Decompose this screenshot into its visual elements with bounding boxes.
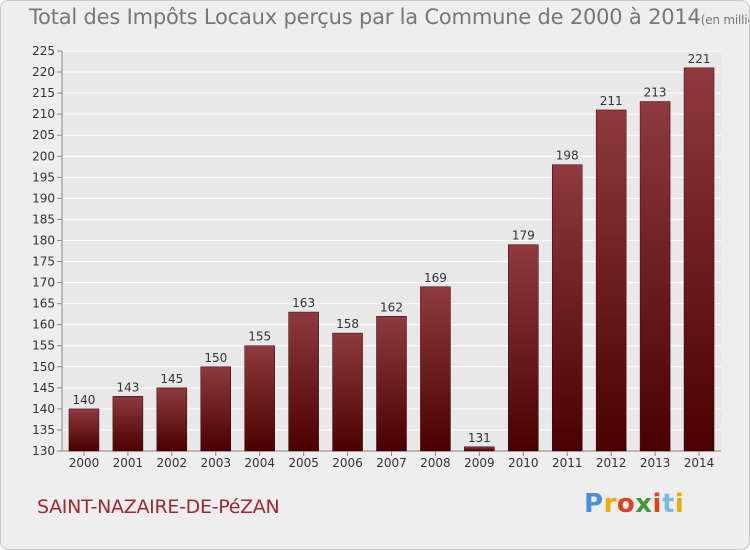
bar [683, 67, 715, 452]
bar [244, 345, 275, 452]
x-tick-label: 2001 [113, 456, 144, 470]
x-tick-label: 2010 [508, 456, 539, 470]
bar-value-label: 221 [688, 52, 711, 66]
logo-letter: o [616, 489, 636, 519]
bar [288, 311, 319, 452]
proxiti-logo: Proxiti [584, 489, 684, 519]
y-tick-label: 155 [32, 339, 55, 353]
bar-value-label: 140 [73, 393, 96, 407]
bar-value-label: 158 [336, 317, 359, 331]
bar-value-label: 143 [116, 380, 139, 394]
y-tick-label: 140 [32, 402, 55, 416]
y-tick-label: 190 [32, 191, 55, 205]
y-tick-label: 185 [32, 212, 55, 226]
commune-name: SAINT-NAZAIRE-DE-PéZAN [37, 496, 280, 518]
bar [112, 396, 144, 452]
bar [376, 316, 407, 452]
x-tick-label: 2004 [244, 456, 275, 470]
x-tick-label: 2012 [596, 456, 627, 470]
y-tick-label: 135 [32, 423, 55, 437]
y-tick-label: 210 [32, 107, 55, 121]
bar [595, 109, 627, 452]
bar [332, 332, 363, 452]
logo-letter: t [661, 489, 675, 519]
y-tick-label: 200 [32, 149, 55, 163]
bar [639, 101, 671, 452]
bar [508, 244, 539, 452]
y-tick-label: 130 [32, 444, 55, 458]
logo-letter: P [584, 489, 604, 519]
bar-value-label: 150 [204, 351, 227, 365]
y-tick-label: 165 [32, 297, 55, 311]
bar-value-label: 198 [556, 149, 579, 163]
y-tick-label: 215 [32, 86, 55, 100]
chart-title-main: Total des Impôts Locaux perçus par la Co… [29, 5, 701, 29]
y-tick-label: 225 [32, 44, 55, 58]
y-tick-label: 220 [32, 65, 55, 79]
y-tick-label: 150 [32, 360, 55, 374]
y-tick-label: 180 [32, 233, 55, 247]
x-tick-label: 2011 [552, 456, 583, 470]
x-tick-label: 2006 [332, 456, 363, 470]
x-tick-label: 2000 [69, 456, 100, 470]
x-tick-label: 2008 [420, 456, 451, 470]
y-tick-label: 170 [32, 276, 55, 290]
y-tick-label: 205 [32, 128, 55, 142]
x-tick-label: 2007 [376, 456, 407, 470]
bar-value-label: 211 [600, 94, 623, 108]
y-tick-label: 145 [32, 381, 55, 395]
x-tick-label: 2005 [288, 456, 319, 470]
bar [420, 286, 451, 452]
x-tick-label: 2014 [684, 456, 715, 470]
chart-title-unit: (en milliers d'€) [700, 13, 749, 27]
bar-value-label: 131 [468, 431, 491, 445]
x-tick-label: 2009 [464, 456, 495, 470]
x-tick-label: 2013 [640, 456, 671, 470]
bar-value-label: 169 [424, 271, 447, 285]
chart-title: Total des Impôts Locaux perçus par la Co… [29, 5, 749, 29]
bar [68, 408, 100, 452]
bar [464, 446, 495, 452]
y-tick-label: 195 [32, 170, 55, 184]
logo-letter: r [603, 489, 617, 519]
bar-value-label: 162 [380, 300, 403, 314]
bar [200, 366, 232, 452]
bar-value-label: 213 [644, 86, 667, 100]
bar-value-label: 163 [292, 296, 315, 310]
x-tick-label: 2003 [200, 456, 231, 470]
bar-value-label: 155 [248, 330, 271, 344]
logo-letter: i [652, 489, 662, 519]
y-tick-label: 175 [32, 255, 55, 269]
bar [156, 387, 188, 452]
bar-value-label: 145 [160, 372, 183, 386]
y-tick-label: 160 [32, 318, 55, 332]
logo-letter: x [635, 489, 653, 519]
x-tick-label: 2002 [157, 456, 188, 470]
logo-letter: i [674, 489, 685, 519]
bar-value-label: 179 [512, 229, 535, 243]
bar [551, 164, 583, 452]
